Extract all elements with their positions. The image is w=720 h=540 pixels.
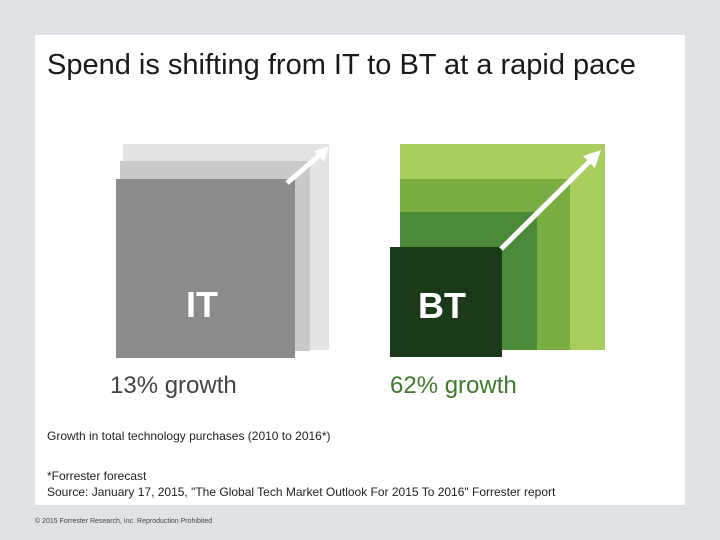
it-label: IT [186, 284, 218, 325]
bt-growth-arrow-icon [499, 150, 601, 251]
slide-title: Spend is shifting from IT to BT at a rap… [47, 49, 636, 81]
caption: Growth in total technology purchases (20… [47, 429, 331, 443]
it-growth-arrow-icon [285, 146, 329, 185]
it-layer-front: IT [116, 179, 295, 358]
source: Source: January 17, 2015, "The Global Te… [47, 485, 556, 499]
bt-growth-text: 62% growth [390, 372, 517, 399]
slide: Spend is shifting from IT to BT at a rap… [35, 35, 685, 505]
copyright: © 2015 Forrester Research, Inc. Reproduc… [35, 518, 213, 525]
it-growth-text: 13% growth [110, 372, 237, 399]
footnote: *Forrester forecast [47, 469, 147, 483]
bt-layer-front: BT [390, 247, 502, 357]
bt-label: BT [418, 285, 466, 326]
